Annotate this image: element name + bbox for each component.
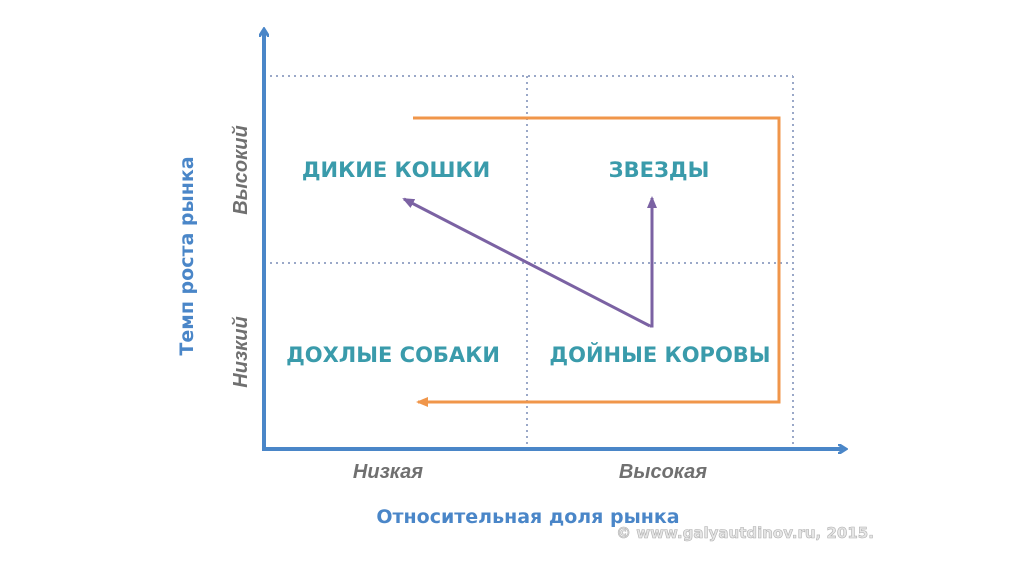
watermark: © www.galyautdinov.ru, 2015. [616,524,874,542]
y-level-high: Высокий [230,125,252,214]
investment-arrow-to-wildcats [402,197,651,328]
quadrant-dogs: ДОХЛЫЕ СОБАКИ [286,343,500,367]
y-axis-title: Темп роста рынка [176,156,198,355]
quadrant-cash-cows: ДОЙНЫЕ КОРОВЫ [549,342,770,367]
x-axis-title: Относительная доля рынка [376,506,679,528]
cash-flow-arrow [413,116,781,407]
y-level-low: Низкий [230,316,252,387]
quadrant-wild-cats: ДИКИЕ КОШКИ [302,158,490,182]
x-level-high: Высокая [619,461,707,483]
investment-arrow-to-stars [647,196,657,328]
quadrant-stars: ЗВЕЗДЫ [609,158,710,182]
x-level-low: Низкая [353,461,423,483]
